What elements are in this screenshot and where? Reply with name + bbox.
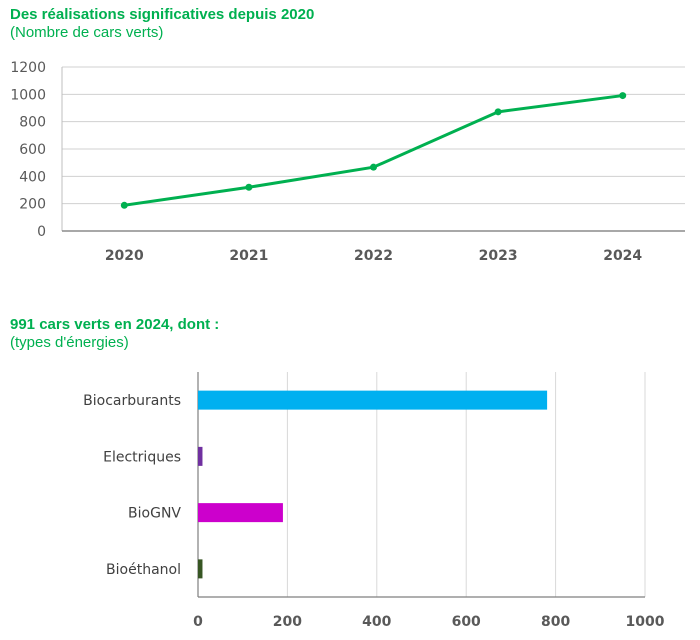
series-line [124,94,623,207]
data-point [370,163,377,171]
x-tick-label: 0 [193,614,203,630]
y-tick-label: 800 [19,115,46,131]
category-label: Biocarburants [83,393,181,409]
x-tick-label: 2023 [479,248,518,264]
bar-chart-subtitle: (types d'énergies) [10,334,129,351]
bar-chart-title: 991 cars verts en 2024, dont : [10,316,220,333]
bar-biognv [198,503,283,523]
y-tick-label: 200 [19,197,46,213]
x-tick-label: 400 [362,614,391,630]
x-tick-label: 1000 [626,614,665,630]
y-tick-label: 0 [37,224,46,240]
x-tick-label: 2020 [105,248,144,264]
x-tick-label: 800 [541,614,570,630]
x-tick-label: 2021 [229,248,268,264]
x-tick-label: 200 [273,614,302,630]
y-tick-label: 600 [19,142,46,158]
data-point [120,201,128,209]
data-point [619,92,627,100]
data-point [494,108,502,116]
bar-electriques [198,446,203,466]
data-point [245,183,253,191]
category-label: Electriques [103,449,181,465]
y-tick-label: 400 [19,169,46,185]
bar-biocarburants [198,390,548,410]
x-tick-label: 2022 [354,248,393,264]
category-label: Bioéthanol [106,562,181,578]
y-tick-label: 1200 [10,60,46,76]
bar-bioéthanol [198,559,203,579]
x-tick-label: 600 [452,614,481,630]
x-tick-label: 2024 [603,248,642,264]
category-label: BioGNV [128,506,181,522]
line-chart-title: Des réalisations significatives depuis 2… [10,6,315,23]
line-chart-subtitle: (Nombre de cars verts) [10,24,164,41]
y-tick-label: 1000 [10,87,46,103]
